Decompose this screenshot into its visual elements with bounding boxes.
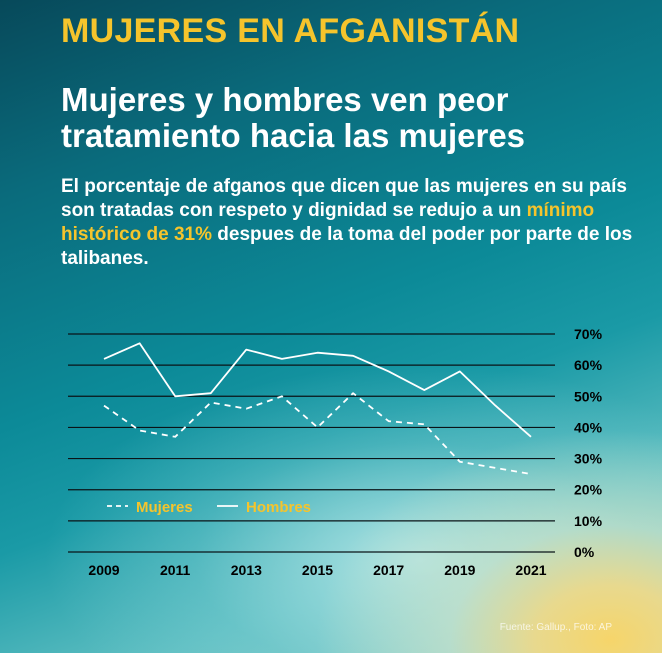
y-tick-label: 50% (574, 388, 603, 404)
x-tick-label: 2011 (160, 562, 191, 578)
headline-line-2: tratamiento hacia las mujeres (61, 117, 526, 154)
subtitle-highlight: mínimo histórico de 31% (61, 200, 595, 245)
y-tick-label: 40% (574, 419, 603, 435)
subtitle-text-1: El porcentaje de afganos que dicen que l… (61, 176, 627, 221)
x-tick-label: 2015 (302, 562, 333, 578)
x-tick-label: 2017 (373, 562, 404, 578)
series-line-hombres (103, 342, 532, 438)
legend-label-mujeres: Mujeres (136, 499, 193, 516)
y-tick-label: 70% (574, 326, 603, 342)
x-tick-label: 2009 (88, 562, 119, 578)
y-tick-label: 20% (574, 482, 603, 498)
source-credit: Fuente: Gallup., Foto: AP (499, 622, 612, 633)
x-tick-label: 2013 (231, 562, 262, 578)
y-tick-label: 30% (574, 451, 603, 467)
y-tick-label: 10% (574, 513, 603, 529)
subtitle-text-2: despues de la toma del poder por parte d… (61, 224, 633, 269)
series-line-mujeres (103, 392, 532, 475)
legend-label-hombres: Hombres (246, 499, 311, 516)
subtitle: El porcentaje de afganos que dicen que l… (61, 175, 651, 271)
headline: Mujeres y hombres ven peor tratamiento h… (61, 82, 651, 154)
x-tick-label: 2021 (515, 562, 546, 578)
headline-line-1: Mujeres y hombres ven peor (61, 81, 509, 118)
y-tick-label: 0% (574, 544, 595, 560)
kicker-title: MUJERES EN AFGANISTÁN (61, 12, 520, 50)
x-tick-label: 2019 (444, 562, 475, 578)
y-tick-label: 60% (574, 357, 603, 373)
